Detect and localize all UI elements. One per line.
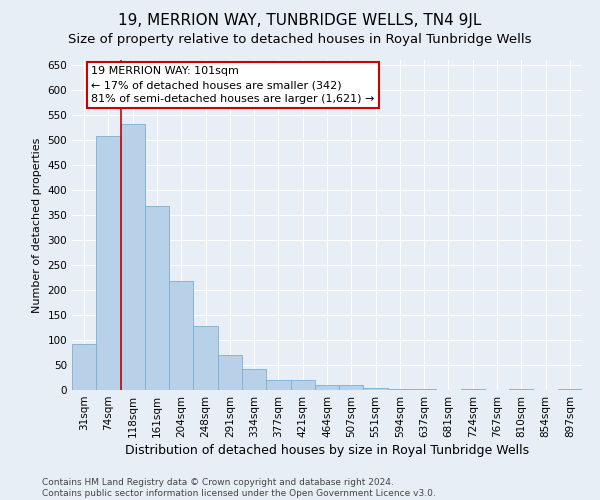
Text: Size of property relative to detached houses in Royal Tunbridge Wells: Size of property relative to detached ho…	[68, 32, 532, 46]
Bar	[339, 385, 364, 390]
Bar	[72, 344, 96, 390]
Bar	[218, 355, 242, 390]
Bar	[364, 388, 388, 390]
Bar	[242, 369, 266, 390]
Bar	[145, 206, 169, 390]
Bar	[461, 389, 485, 390]
Bar	[315, 385, 339, 390]
Bar	[121, 124, 145, 390]
Bar	[388, 388, 412, 390]
Bar	[290, 380, 315, 390]
Bar	[96, 136, 121, 390]
Text: 19 MERRION WAY: 101sqm
← 17% of detached houses are smaller (342)
81% of semi-de: 19 MERRION WAY: 101sqm ← 17% of detached…	[91, 66, 375, 104]
Bar	[266, 380, 290, 390]
Text: Contains HM Land Registry data © Crown copyright and database right 2024.
Contai: Contains HM Land Registry data © Crown c…	[42, 478, 436, 498]
Bar	[509, 389, 533, 390]
Bar	[193, 326, 218, 390]
X-axis label: Distribution of detached houses by size in Royal Tunbridge Wells: Distribution of detached houses by size …	[125, 444, 529, 457]
Bar	[169, 281, 193, 390]
Bar	[412, 388, 436, 390]
Bar	[558, 389, 582, 390]
Text: 19, MERRION WAY, TUNBRIDGE WELLS, TN4 9JL: 19, MERRION WAY, TUNBRIDGE WELLS, TN4 9J…	[118, 12, 482, 28]
Y-axis label: Number of detached properties: Number of detached properties	[32, 138, 42, 312]
